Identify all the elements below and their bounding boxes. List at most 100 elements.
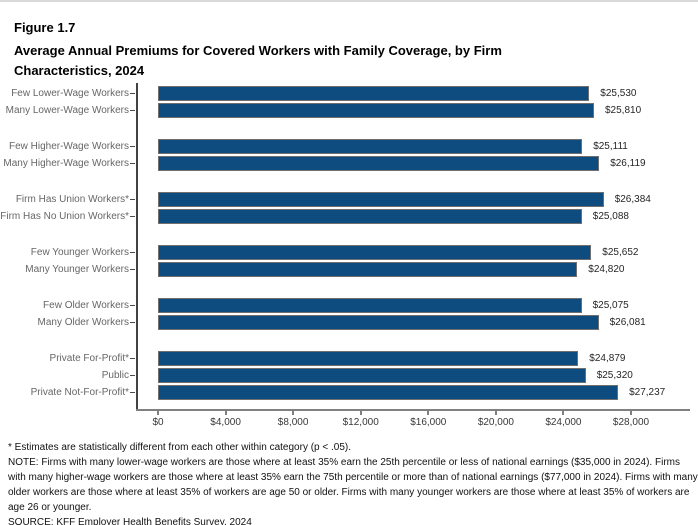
bar-row: Private For-Profit* $24,879 <box>0 350 698 367</box>
value-label: $25,075 <box>592 300 629 311</box>
category-label: Private Not-For-Profit* <box>30 387 129 398</box>
bar-track: $25,111 <box>158 139 628 154</box>
x-axis-tick <box>157 411 159 415</box>
x-tick-label: $28,000 <box>612 417 650 428</box>
value-label: $27,237 <box>629 387 666 398</box>
x-axis-ticks: $0 $4,000 $8,000 $12,000 $16,000 $20,000 $24,0… <box>152 411 678 437</box>
bar <box>158 385 619 400</box>
value-label: $25,111 <box>593 141 628 152</box>
bar-group: Few Younger Workers $25,652 Many Younger W… <box>0 244 698 278</box>
value-label: $26,081 <box>609 317 646 328</box>
category-label: Few Lower-Wage Workers <box>11 88 129 99</box>
x-tick-label: $16,000 <box>410 417 447 428</box>
y-axis-tick <box>130 322 135 323</box>
bar-group: Few Lower-Wage Workers $25,530 Many Lower-… <box>0 85 698 119</box>
bar-row: Many Lower-Wage Workers $25,810 <box>0 102 698 119</box>
y-axis-tick <box>130 305 135 306</box>
bar <box>158 351 579 366</box>
value-label: $26,384 <box>614 194 651 205</box>
y-axis-tick <box>130 110 135 111</box>
category-label: Firm Has Union Workers* <box>15 194 129 205</box>
bar-track: $26,119 <box>158 156 646 171</box>
y-axis-tick <box>130 358 135 359</box>
plot-rows: Few Lower-Wage Workers $25,530 Many Lower-… <box>0 85 698 420</box>
y-axis-tick <box>130 93 135 94</box>
bar-row: Few Lower-Wage Workers $25,530 <box>0 85 698 102</box>
bar <box>158 209 582 224</box>
bar <box>158 315 599 330</box>
category-label: Firm Has No Union Workers* <box>0 211 129 222</box>
bar-group: Private For-Profit* $24,879 Public $25,320 P… <box>0 350 698 401</box>
x-tick-label: $20,000 <box>477 417 514 428</box>
bar-group: Firm Has Union Workers* $26,384 Firm Has N… <box>0 191 698 225</box>
bar-row: Private Not-For-Profit* $27,237 <box>0 384 698 401</box>
bar-track: $24,820 <box>158 262 624 277</box>
value-label: $25,810 <box>605 105 642 116</box>
category-label: Few Higher-Wage Workers <box>8 141 129 152</box>
x-tick-label: $0 <box>152 417 164 428</box>
x-axis-tick <box>427 411 430 415</box>
bar-track: $24,879 <box>158 351 625 366</box>
footnote-significance: * Estimates are statistically different … <box>8 442 352 453</box>
value-label: $26,119 <box>610 158 646 169</box>
bar-group: Few Older Workers $25,075 Many Older Worke… <box>0 297 698 331</box>
bar-track: $26,081 <box>158 315 646 330</box>
category-label: Public <box>101 370 129 381</box>
x-axis-tick <box>630 411 632 415</box>
category-label: Few Younger Workers <box>30 247 129 258</box>
y-axis-tick <box>130 269 135 270</box>
bar-row: Many Younger Workers $24,820 <box>0 261 698 278</box>
value-label: $24,879 <box>589 353 626 364</box>
bar-row: Few Older Workers $25,075 <box>0 297 698 314</box>
category-label: Many Lower-Wage Workers <box>5 105 129 116</box>
x-axis-tick <box>359 411 362 415</box>
x-tick-label: $24,000 <box>545 417 582 428</box>
category-label: Many Older Workers <box>37 317 129 328</box>
bar-row: Few Younger Workers $25,652 <box>0 244 698 261</box>
bar-row: Few Higher-Wage Workers $25,111 <box>0 138 698 155</box>
bar <box>158 192 604 207</box>
bar-track: $25,810 <box>158 103 641 118</box>
category-label: Few Older Workers <box>43 300 129 311</box>
x-axis-tick <box>292 411 295 415</box>
x-axis-tick <box>562 411 565 415</box>
bar <box>158 156 600 171</box>
bar-row: Public $25,320 <box>0 367 698 384</box>
x-axis-tick <box>224 411 227 415</box>
value-label: $25,652 <box>602 247 639 258</box>
footnote-source: SOURCE: KFF Employer Health Benefits Sur… <box>8 517 252 525</box>
category-label: Private For-Profit* <box>49 353 129 364</box>
value-label: $25,088 <box>592 211 629 222</box>
bar-track: $25,088 <box>158 209 629 224</box>
y-axis-tick <box>130 199 135 200</box>
bar-track: $25,530 <box>158 86 636 101</box>
y-axis-tick <box>130 163 135 164</box>
footnotes: * Estimates are statistically different … <box>8 440 698 525</box>
bar-track: $25,075 <box>158 298 629 313</box>
category-label: Many Higher-Wage Workers <box>3 158 129 169</box>
bar <box>158 86 590 101</box>
bar <box>158 139 583 154</box>
bar-row: Firm Has Union Workers* $26,384 <box>0 191 698 208</box>
bar-track: $27,237 <box>158 385 665 400</box>
figure-label: Figure 1.7 <box>14 20 76 35</box>
bar-row: Many Older Workers $26,081 <box>0 314 698 331</box>
bar-row: Firm Has No Union Workers* $25,088 <box>0 208 698 225</box>
x-axis-tick <box>494 411 497 415</box>
y-axis-line <box>136 83 138 410</box>
value-label: $25,320 <box>596 370 633 381</box>
x-axis-line <box>136 409 690 411</box>
y-axis-tick <box>130 216 135 217</box>
y-axis-tick <box>130 375 135 376</box>
bar-track: $26,384 <box>158 192 651 207</box>
bar <box>158 245 592 260</box>
bar <box>158 103 594 118</box>
value-label: $25,530 <box>600 88 637 99</box>
category-label: Many Younger Workers <box>25 264 129 275</box>
bar-track: $25,652 <box>158 245 638 260</box>
y-axis-tick <box>130 146 135 147</box>
value-label: $24,820 <box>588 264 625 275</box>
y-axis-tick <box>130 252 135 253</box>
x-tick-label: $8,000 <box>277 417 309 428</box>
